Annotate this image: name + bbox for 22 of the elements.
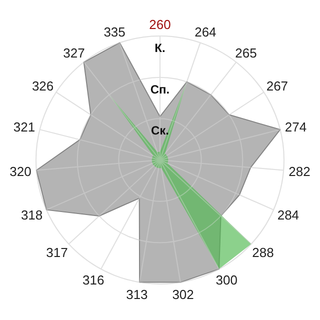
spoke-label: 335 [104, 24, 126, 40]
spoke-label: 264 [194, 24, 216, 40]
spoke-label: 320 [10, 164, 32, 180]
spoke-label: 327 [63, 46, 85, 61]
spoke-label: 321 [13, 120, 36, 135]
spoke-label: 274 [284, 120, 307, 135]
spoke-label: 300 [216, 272, 238, 288]
spoke-label: 326 [32, 78, 54, 94]
spoke-label: 267 [266, 78, 288, 94]
spoke-label: 265 [235, 46, 257, 61]
spoke-label: 282 [288, 164, 310, 180]
spoke-label: 318 [20, 208, 43, 223]
spoke-label: 313 [126, 287, 148, 302]
spoke-label: 284 [277, 208, 300, 223]
y-tick-label: Ск. [150, 124, 170, 138]
y-tick-label: К. [154, 41, 166, 55]
spoke-label: 317 [46, 245, 68, 260]
spoke-label: 316 [82, 272, 104, 288]
spoke-label: 302 [172, 287, 194, 302]
spoke-label: 288 [252, 245, 274, 260]
spoke-label: 260 [149, 17, 171, 32]
y-tick-label: Сп. [150, 82, 170, 96]
